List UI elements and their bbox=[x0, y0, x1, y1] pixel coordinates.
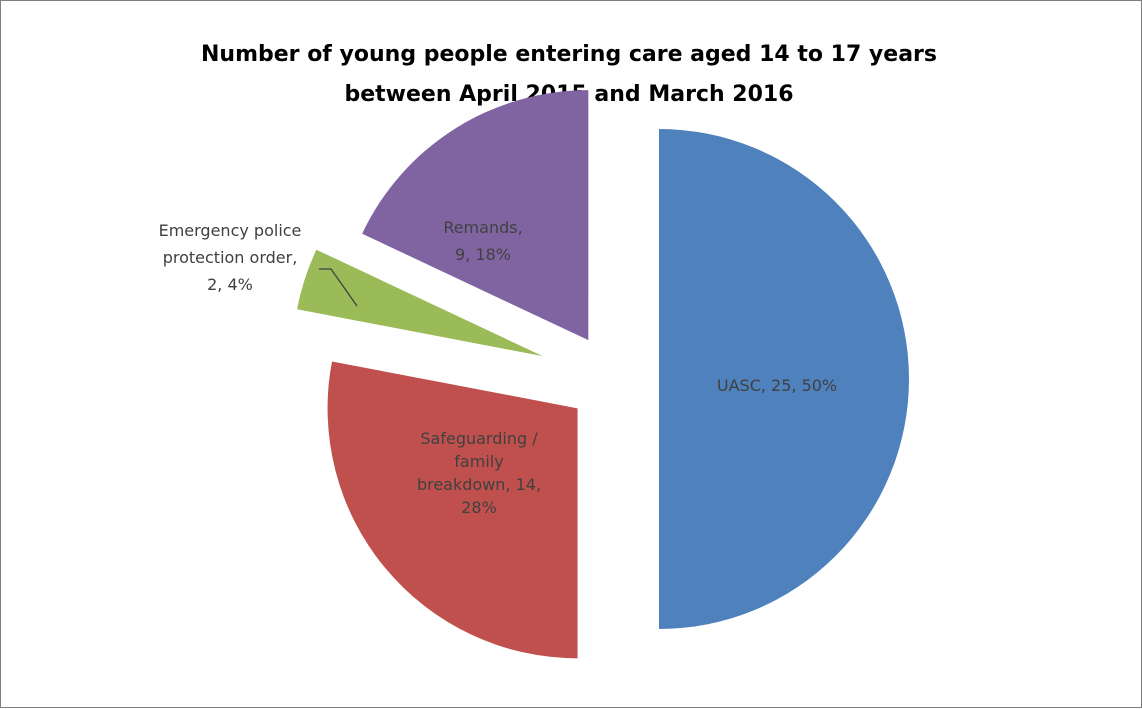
data-label-line: family bbox=[454, 452, 503, 471]
data-label-line: Safeguarding / bbox=[420, 429, 538, 448]
data-label-line: protection order, bbox=[163, 248, 298, 267]
data-label-line: 2, 4% bbox=[207, 275, 253, 294]
leader-line-emergency-police bbox=[319, 268, 358, 307]
pie-slice-emergency-police bbox=[297, 249, 543, 357]
data-labels: UASC, 25, 50% Safeguarding / family breakdo… bbox=[159, 218, 838, 517]
data-label-line: breakdown, 14, bbox=[417, 475, 541, 494]
pie-slice-safeguarding bbox=[327, 361, 578, 659]
pie-slice-remands bbox=[362, 90, 589, 341]
pie-slice-uasc bbox=[659, 129, 909, 629]
data-label-emergency-police: Emergency police protection order, 2, 4% bbox=[159, 221, 302, 294]
data-label-remands: Remands, 9, 18% bbox=[443, 218, 522, 264]
chart-title-line-1: Number of young people entering care age… bbox=[201, 42, 937, 67]
data-label-safeguarding: Safeguarding / family breakdown, 14, 28% bbox=[417, 429, 541, 517]
data-label-uasc: UASC, 25, 50% bbox=[717, 376, 837, 395]
data-label-line: UASC, 25, 50% bbox=[717, 376, 837, 395]
data-label-line: Emergency police bbox=[159, 221, 302, 240]
data-label-line: 28% bbox=[461, 498, 497, 517]
pie-slices bbox=[297, 90, 909, 659]
data-label-line: 9, 18% bbox=[455, 245, 511, 264]
data-label-line: Remands, bbox=[443, 218, 522, 237]
